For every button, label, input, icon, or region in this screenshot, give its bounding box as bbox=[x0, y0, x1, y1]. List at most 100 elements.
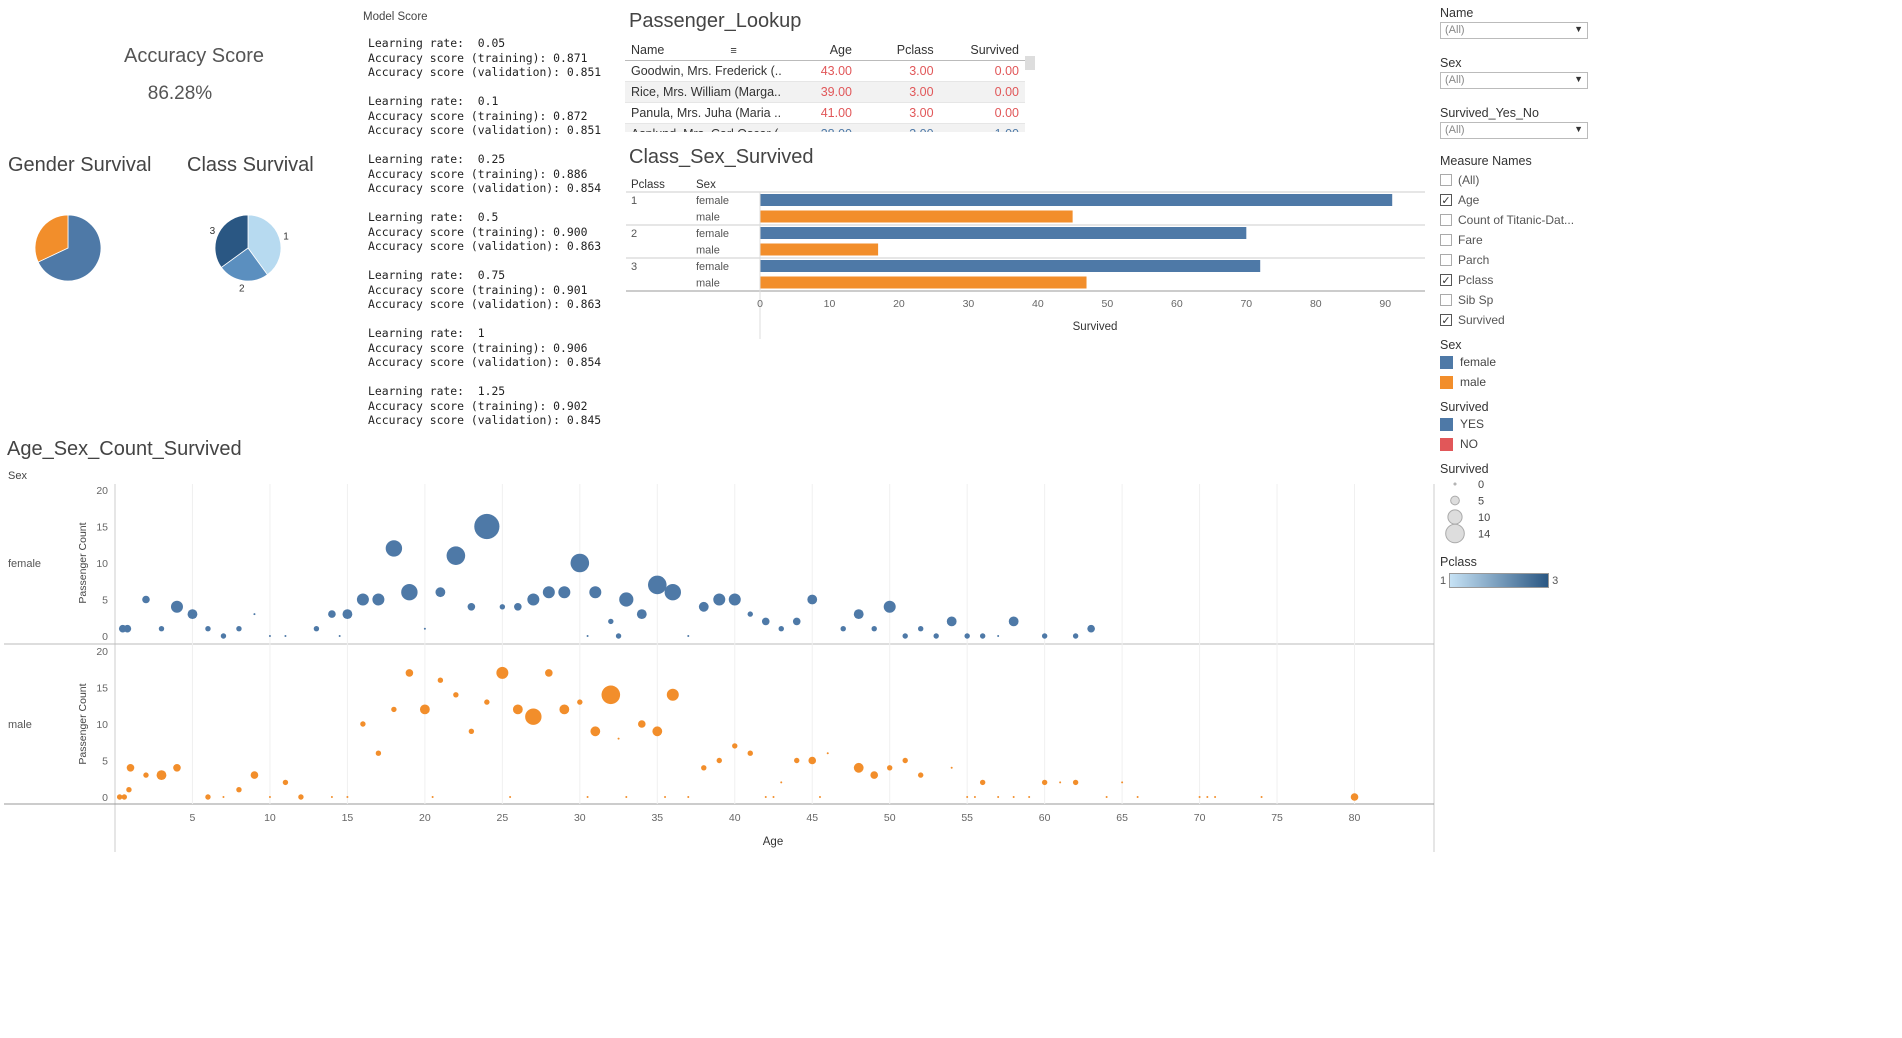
scatter-point[interactable] bbox=[170, 600, 183, 613]
scatter-point[interactable] bbox=[446, 546, 466, 565]
pie-slice-1[interactable] bbox=[247, 214, 282, 276]
scatter-point[interactable] bbox=[933, 633, 939, 639]
scatter-point[interactable] bbox=[1087, 624, 1095, 633]
scatter-point[interactable] bbox=[728, 593, 741, 606]
scatter-point[interactable] bbox=[525, 708, 542, 725]
scatter-point[interactable] bbox=[687, 796, 690, 798]
scatter-point[interactable] bbox=[617, 737, 620, 740]
bar[interactable] bbox=[760, 210, 1073, 223]
scatter-point[interactable] bbox=[268, 635, 271, 637]
scatter-point[interactable] bbox=[1072, 633, 1079, 639]
checkbox-unchecked-icon[interactable] bbox=[1440, 294, 1452, 306]
scatter-point[interactable] bbox=[807, 594, 818, 605]
scatter-point[interactable] bbox=[173, 764, 181, 772]
scatter-point[interactable] bbox=[187, 609, 198, 619]
bar[interactable] bbox=[760, 260, 1261, 272]
checkbox-checked-icon[interactable]: ✓ bbox=[1440, 314, 1452, 327]
scatter-point[interactable] bbox=[792, 617, 801, 626]
scatter-point[interactable] bbox=[1350, 793, 1359, 801]
scatter-point[interactable] bbox=[608, 618, 614, 625]
measure-item[interactable]: Fare bbox=[1440, 230, 1600, 250]
measure-item[interactable]: Sib Sp bbox=[1440, 290, 1600, 310]
scatter-point[interactable] bbox=[1105, 796, 1108, 798]
scatter-point[interactable] bbox=[979, 779, 986, 786]
scatter-point[interactable] bbox=[1008, 616, 1019, 627]
bar[interactable] bbox=[760, 227, 1247, 239]
scatter-point[interactable] bbox=[468, 728, 475, 734]
scatter-point[interactable] bbox=[764, 796, 767, 798]
scatter-point[interactable] bbox=[577, 699, 583, 705]
scatter-point[interactable] bbox=[423, 627, 426, 630]
scatter-point[interactable] bbox=[474, 513, 500, 540]
checkbox-unchecked-icon[interactable] bbox=[1440, 174, 1452, 186]
scatter-point[interactable] bbox=[1028, 796, 1031, 798]
scatter-point[interactable] bbox=[772, 796, 775, 798]
class-pie[interactable]: 1 2 3 bbox=[210, 214, 290, 295]
scatter-point[interactable] bbox=[917, 626, 924, 632]
scatter-point[interactable] bbox=[559, 704, 570, 715]
bar[interactable] bbox=[760, 276, 1087, 289]
scatter-point[interactable] bbox=[405, 669, 414, 677]
scatter-point[interactable] bbox=[121, 794, 127, 800]
scatter-point[interactable] bbox=[1206, 796, 1209, 798]
pie-slice-2[interactable] bbox=[220, 247, 268, 282]
checkbox-unchecked-icon[interactable] bbox=[1440, 214, 1452, 226]
scatter-point[interactable] bbox=[542, 586, 555, 599]
scatter-point[interactable] bbox=[1198, 796, 1201, 798]
checkbox-unchecked-icon[interactable] bbox=[1440, 234, 1452, 246]
scatter-point[interactable] bbox=[220, 633, 227, 639]
scatter-point[interactable] bbox=[794, 757, 800, 764]
scatter-point[interactable] bbox=[917, 772, 924, 778]
measure-item[interactable]: (All) bbox=[1440, 170, 1600, 190]
name-filter-dropdown[interactable]: (All) ▼ bbox=[1440, 22, 1588, 39]
scatter-point[interactable] bbox=[1260, 796, 1263, 798]
scatter-point[interactable] bbox=[126, 764, 135, 772]
scatter-point[interactable] bbox=[1059, 781, 1062, 784]
scatter-point[interactable] bbox=[732, 743, 738, 749]
scatter-point[interactable] bbox=[158, 626, 165, 632]
scatter-point[interactable] bbox=[946, 616, 957, 627]
scatter-point[interactable] bbox=[298, 794, 304, 800]
scatter-point[interactable] bbox=[590, 726, 601, 737]
scatter-point[interactable] bbox=[687, 635, 690, 637]
scatter-point[interactable] bbox=[778, 626, 784, 632]
scatter-point[interactable] bbox=[545, 669, 553, 677]
scatter-point[interactable] bbox=[527, 593, 540, 606]
scatter-point[interactable] bbox=[853, 762, 864, 773]
table-row[interactable]: Rice, Mrs. William (Marga.. 39.00 3.00 0.00 bbox=[625, 81, 1025, 103]
scatter-point[interactable] bbox=[313, 626, 320, 632]
table-row[interactable]: Goodwin, Mrs. Frederick (.. 43.00 3.00 0.00 bbox=[625, 60, 1025, 82]
measure-item[interactable]: ✓ Survived bbox=[1440, 310, 1600, 330]
scatter-point[interactable] bbox=[883, 600, 896, 613]
scatter-point[interactable] bbox=[615, 633, 622, 639]
scatter-point[interactable] bbox=[499, 604, 506, 610]
scatter-point[interactable] bbox=[284, 635, 287, 637]
measure-item[interactable]: ✓ Pclass bbox=[1440, 270, 1600, 290]
scatter-point[interactable] bbox=[236, 626, 242, 632]
scatter-point[interactable] bbox=[250, 771, 259, 779]
scatter-point[interactable] bbox=[818, 796, 821, 798]
scatter-point[interactable] bbox=[385, 540, 403, 557]
scatter-point[interactable] bbox=[964, 633, 970, 639]
scatter-point[interactable] bbox=[619, 592, 634, 607]
scatter-point[interactable] bbox=[666, 688, 679, 701]
scatter-point[interactable] bbox=[1121, 781, 1124, 784]
scatter-point[interactable] bbox=[826, 752, 829, 755]
scatter-point[interactable] bbox=[509, 796, 512, 798]
checkbox-unchecked-icon[interactable] bbox=[1440, 254, 1452, 266]
survived-filter-dropdown[interactable]: (All) ▼ bbox=[1440, 122, 1588, 139]
scatter-point[interactable] bbox=[437, 677, 444, 683]
bar[interactable] bbox=[760, 194, 1393, 206]
scatter-point[interactable] bbox=[512, 704, 523, 715]
scatter-point[interactable] bbox=[747, 750, 753, 756]
measure-item[interactable]: Parch bbox=[1440, 250, 1600, 270]
passenger-lookup-table[interactable]: Name ≡ Age Pclass Survived Goodwin, Mrs. … bbox=[625, 40, 1037, 132]
pie-slice-female[interactable] bbox=[37, 214, 102, 282]
lookup-scrollbar[interactable] bbox=[1025, 56, 1035, 70]
scatter-point[interactable] bbox=[1041, 633, 1048, 639]
scatter-point[interactable] bbox=[586, 796, 589, 798]
scatter-point[interactable] bbox=[1214, 796, 1217, 798]
checkbox-checked-icon[interactable]: ✓ bbox=[1440, 274, 1452, 287]
scatter-point[interactable] bbox=[808, 756, 817, 765]
scatter-point[interactable] bbox=[652, 726, 663, 737]
